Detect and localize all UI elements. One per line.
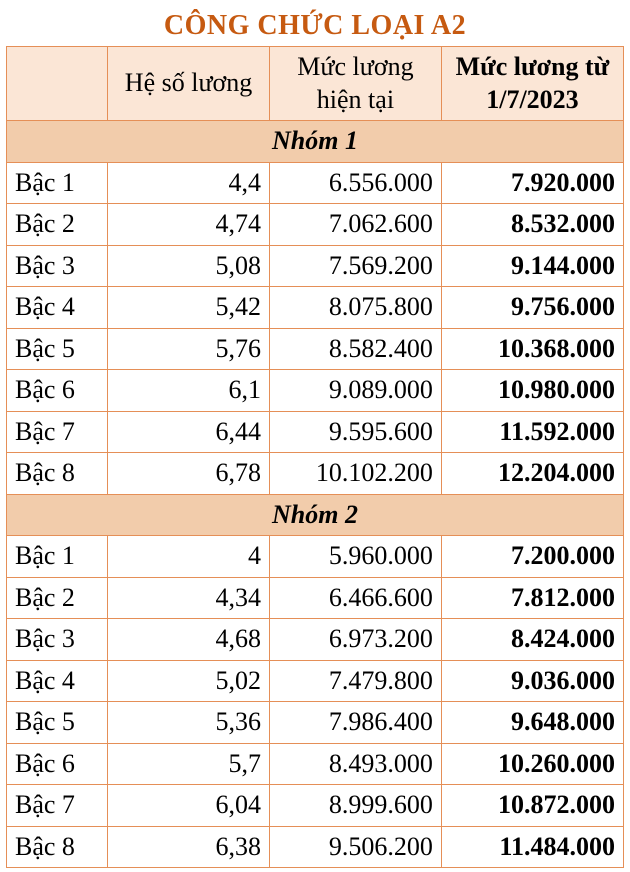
cell-coef: 5,36 (108, 702, 270, 744)
cell-coef: 6,04 (108, 785, 270, 827)
cell-current: 7.062.600 (269, 204, 441, 246)
header-new: Mức lương từ 1/7/2023 (441, 47, 623, 121)
cell-new: 10.872.000 (441, 785, 623, 827)
cell-current: 9.595.600 (269, 411, 441, 453)
group-header: Nhóm 2 (7, 494, 624, 536)
cell-current: 8.075.800 (269, 287, 441, 329)
table-row: Bậc 76,449.595.60011.592.000 (7, 411, 624, 453)
group-header: Nhóm 1 (7, 121, 624, 163)
cell-new: 7.812.000 (441, 577, 623, 619)
cell-coef: 5,08 (108, 245, 270, 287)
cell-new: 7.200.000 (441, 536, 623, 578)
cell-new: 11.592.000 (441, 411, 623, 453)
cell-current: 6.556.000 (269, 162, 441, 204)
cell-current: 10.102.200 (269, 453, 441, 495)
header-row: Hệ số lương Mức lương hiện tại Mức lương… (7, 47, 624, 121)
cell-coef: 6,38 (108, 826, 270, 868)
header-coef: Hệ số lương (108, 47, 270, 121)
cell-current: 6.466.600 (269, 577, 441, 619)
cell-current: 8.999.600 (269, 785, 441, 827)
table-row: Bậc 45,027.479.8009.036.000 (7, 660, 624, 702)
cell-coef: 6,78 (108, 453, 270, 495)
salary-table-wrap: CÔNG CHỨC LOẠI A2 Hệ số lương Mức lương … (0, 0, 630, 872)
cell-current: 7.479.800 (269, 660, 441, 702)
cell-level: Bậc 5 (7, 328, 108, 370)
cell-level: Bậc 2 (7, 204, 108, 246)
table-row: Bậc 86,7810.102.20012.204.000 (7, 453, 624, 495)
header-current: Mức lương hiện tại (269, 47, 441, 121)
cell-new: 12.204.000 (441, 453, 623, 495)
cell-level: Bậc 8 (7, 453, 108, 495)
cell-current: 6.973.200 (269, 619, 441, 661)
cell-coef: 5,7 (108, 743, 270, 785)
cell-coef: 6,1 (108, 370, 270, 412)
table-title: CÔNG CHỨC LOẠI A2 (6, 4, 624, 46)
cell-new: 7.920.000 (441, 162, 623, 204)
table-row: Bậc 24,747.062.6008.532.000 (7, 204, 624, 246)
salary-table: Hệ số lương Mức lương hiện tại Mức lương… (6, 46, 624, 868)
cell-coef: 4,34 (108, 577, 270, 619)
cell-level: Bậc 2 (7, 577, 108, 619)
cell-coef: 4 (108, 536, 270, 578)
cell-current: 9.089.000 (269, 370, 441, 412)
cell-coef: 6,44 (108, 411, 270, 453)
cell-coef: 4,74 (108, 204, 270, 246)
cell-coef: 4,4 (108, 162, 270, 204)
cell-new: 11.484.000 (441, 826, 623, 868)
cell-new: 9.756.000 (441, 287, 623, 329)
cell-current: 9.506.200 (269, 826, 441, 868)
table-row: Bậc 65,78.493.00010.260.000 (7, 743, 624, 785)
cell-current: 5.960.000 (269, 536, 441, 578)
cell-new: 10.260.000 (441, 743, 623, 785)
table-row: Bậc 35,087.569.2009.144.000 (7, 245, 624, 287)
table-row: Bậc 145.960.0007.200.000 (7, 536, 624, 578)
table-row: Bậc 55,768.582.40010.368.000 (7, 328, 624, 370)
cell-level: Bậc 6 (7, 743, 108, 785)
table-row: Bậc 14,46.556.0007.920.000 (7, 162, 624, 204)
cell-new: 9.036.000 (441, 660, 623, 702)
cell-level: Bậc 6 (7, 370, 108, 412)
cell-new: 9.648.000 (441, 702, 623, 744)
cell-current: 7.986.400 (269, 702, 441, 744)
cell-current: 8.493.000 (269, 743, 441, 785)
table-row: Bậc 55,367.986.4009.648.000 (7, 702, 624, 744)
cell-current: 7.569.200 (269, 245, 441, 287)
cell-coef: 5,02 (108, 660, 270, 702)
cell-level: Bậc 4 (7, 660, 108, 702)
table-row: Bậc 76,048.999.60010.872.000 (7, 785, 624, 827)
cell-level: Bậc 3 (7, 619, 108, 661)
cell-current: 8.582.400 (269, 328, 441, 370)
table-row: Bậc 66,19.089.00010.980.000 (7, 370, 624, 412)
cell-level: Bậc 1 (7, 536, 108, 578)
cell-level: Bậc 1 (7, 162, 108, 204)
cell-new: 10.368.000 (441, 328, 623, 370)
table-row: Bậc 34,686.973.2008.424.000 (7, 619, 624, 661)
cell-coef: 5,42 (108, 287, 270, 329)
header-blank (7, 47, 108, 121)
cell-level: Bậc 7 (7, 785, 108, 827)
table-row: Bậc 86,389.506.20011.484.000 (7, 826, 624, 868)
cell-level: Bậc 3 (7, 245, 108, 287)
cell-coef: 5,76 (108, 328, 270, 370)
group-label: Nhóm 2 (7, 494, 624, 536)
table-row: Bậc 24,346.466.6007.812.000 (7, 577, 624, 619)
table-row: Bậc 45,428.075.8009.756.000 (7, 287, 624, 329)
cell-level: Bậc 8 (7, 826, 108, 868)
cell-new: 8.532.000 (441, 204, 623, 246)
cell-new: 8.424.000 (441, 619, 623, 661)
cell-level: Bậc 7 (7, 411, 108, 453)
cell-level: Bậc 4 (7, 287, 108, 329)
cell-new: 10.980.000 (441, 370, 623, 412)
group-label: Nhóm 1 (7, 121, 624, 163)
cell-level: Bậc 5 (7, 702, 108, 744)
cell-coef: 4,68 (108, 619, 270, 661)
cell-new: 9.144.000 (441, 245, 623, 287)
